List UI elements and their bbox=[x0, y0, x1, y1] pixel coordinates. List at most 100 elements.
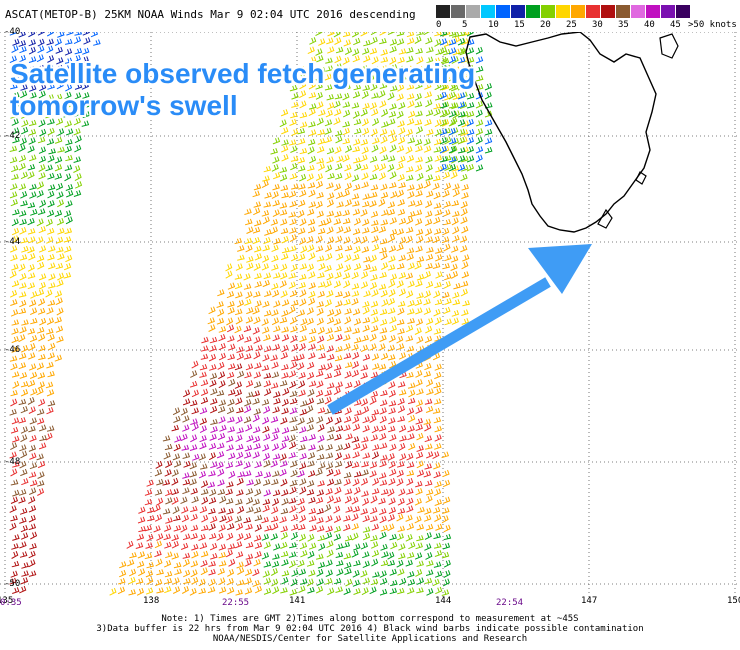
wind-barb bbox=[342, 32, 351, 38]
wind-barb bbox=[9, 55, 17, 64]
wind-barb bbox=[82, 111, 91, 118]
wind-barb bbox=[280, 263, 288, 272]
wind-barb bbox=[281, 498, 289, 506]
wind-barb bbox=[47, 184, 56, 191]
wind-barb bbox=[27, 202, 36, 209]
wind-barb bbox=[316, 517, 324, 524]
wind-barb bbox=[11, 371, 20, 378]
wind-barb bbox=[360, 344, 369, 353]
wind-barb bbox=[73, 36, 82, 45]
wind-barb bbox=[354, 67, 362, 74]
wind-barb bbox=[38, 119, 46, 128]
wind-barb bbox=[351, 532, 359, 541]
wind-barb bbox=[234, 363, 243, 371]
wind-barb bbox=[57, 32, 65, 38]
wind-barb bbox=[297, 353, 305, 361]
wind-barb bbox=[308, 290, 316, 299]
wind-barb bbox=[416, 560, 424, 567]
wind-barb bbox=[10, 83, 18, 90]
wind-barb bbox=[316, 453, 325, 461]
wind-barb bbox=[326, 316, 335, 325]
wind-barb bbox=[316, 157, 325, 164]
wind-barb bbox=[74, 47, 83, 55]
wind-barb bbox=[30, 531, 38, 540]
wind-barb bbox=[36, 480, 45, 487]
wind-barb bbox=[326, 94, 334, 101]
wind-barb bbox=[424, 443, 433, 450]
wind-barb bbox=[369, 200, 377, 208]
wind-barb bbox=[36, 181, 45, 190]
wind-barb bbox=[362, 532, 371, 541]
map-title: ASCAT(METOP-B) 25KM NOAA Winds Mar 9 02:… bbox=[5, 8, 416, 21]
wind-barb bbox=[246, 307, 254, 315]
scale-swatch bbox=[556, 5, 570, 18]
wind-barb bbox=[405, 534, 413, 542]
wind-barb bbox=[351, 174, 360, 182]
wind-barb bbox=[262, 216, 270, 225]
wind-barb bbox=[387, 354, 396, 361]
wind-barb bbox=[299, 263, 308, 270]
wind-barb bbox=[262, 244, 270, 252]
wind-barb bbox=[209, 405, 218, 414]
wind-barb bbox=[351, 496, 359, 505]
wind-barb bbox=[424, 75, 433, 83]
wind-barb bbox=[163, 560, 172, 568]
wind-barb bbox=[333, 370, 342, 378]
wind-barb bbox=[408, 541, 416, 550]
wind-barb bbox=[262, 479, 271, 486]
wind-barb bbox=[448, 156, 457, 163]
wind-barb bbox=[253, 291, 261, 298]
wind-barb bbox=[396, 110, 404, 119]
wind-barb bbox=[424, 577, 433, 584]
wind-barb bbox=[342, 272, 351, 280]
wind-barb bbox=[414, 138, 423, 146]
wind-barb bbox=[128, 568, 137, 577]
wind-barb bbox=[10, 515, 18, 522]
wind-barb bbox=[10, 496, 19, 504]
wind-barb bbox=[415, 199, 423, 207]
wind-barb bbox=[47, 253, 55, 261]
wind-barb bbox=[379, 82, 388, 89]
wind-barb bbox=[415, 318, 424, 326]
wind-barb bbox=[415, 156, 423, 163]
wind-barb bbox=[227, 398, 235, 407]
wind-barb bbox=[280, 352, 288, 360]
wind-barb bbox=[236, 427, 244, 434]
wind-barb bbox=[335, 425, 344, 432]
wind-barb bbox=[433, 290, 441, 299]
wind-barb bbox=[219, 424, 227, 432]
wind-barb bbox=[54, 136, 63, 144]
wind-barb bbox=[387, 551, 395, 560]
wind-barb bbox=[19, 507, 28, 515]
wind-barb bbox=[343, 226, 352, 234]
wind-barb bbox=[426, 588, 434, 596]
wind-barb bbox=[183, 577, 191, 585]
footer-notes: Note: 1) Times are GMT 2)Times along bot… bbox=[0, 614, 740, 644]
wind-barb bbox=[252, 579, 260, 587]
wind-barb bbox=[439, 74, 448, 82]
wind-barb bbox=[433, 561, 442, 568]
wind-barb bbox=[306, 424, 314, 432]
wind-barb bbox=[36, 408, 45, 416]
wind-barb bbox=[48, 262, 56, 270]
wind-barb bbox=[191, 496, 199, 504]
wind-barb bbox=[73, 117, 81, 126]
wind-barb bbox=[475, 100, 484, 109]
wind-barb bbox=[18, 32, 26, 38]
wind-barb bbox=[362, 515, 370, 523]
wind-barb bbox=[218, 399, 227, 407]
wind-barb bbox=[261, 533, 270, 541]
wind-barb bbox=[484, 83, 493, 91]
wind-barb bbox=[281, 145, 289, 153]
wind-barb bbox=[457, 136, 466, 145]
wind-barb bbox=[333, 577, 342, 585]
wind-barb bbox=[290, 469, 298, 478]
wind-barb bbox=[65, 254, 73, 263]
wind-barb bbox=[466, 137, 475, 145]
wind-barb bbox=[397, 397, 405, 406]
wind-barb bbox=[10, 363, 18, 371]
wind-barb bbox=[154, 469, 163, 477]
wind-barb bbox=[19, 137, 27, 146]
wind-barb bbox=[380, 262, 389, 270]
wind-barb bbox=[244, 208, 252, 215]
